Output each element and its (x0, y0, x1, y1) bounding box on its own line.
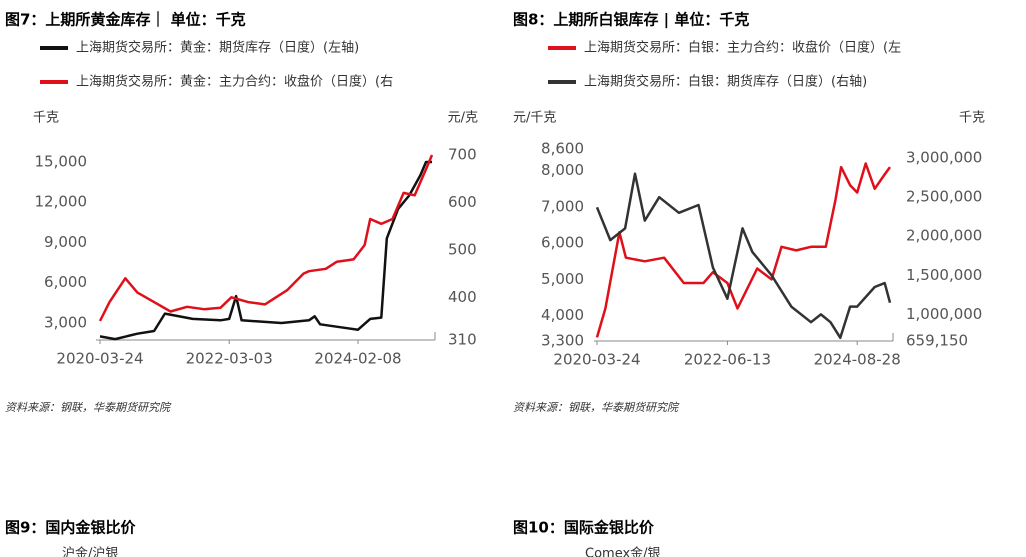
y-tick-label: 6,000 (44, 273, 87, 291)
series-line (98, 154, 434, 322)
y-tick-label: 8,600 (541, 140, 584, 158)
legend-label: 上海期货交易所：白银：期货库存（日度）(右轴) (584, 74, 867, 90)
legend-label: Comex金/银 (585, 546, 661, 557)
legend-label: 沪金/沪银 (62, 546, 118, 557)
series-line (99, 160, 432, 341)
y2-tick-label: 600 (448, 193, 477, 211)
axis-unit: 千克 (959, 111, 985, 126)
y2-tick-label: 310 (448, 331, 477, 349)
y2-tick-label: 700 (448, 146, 477, 164)
legend-label: 上海期货交易所：黄金：主力合约：收盘价（日度）(右 (76, 74, 393, 90)
x-tick-label: 2024-08-28 (814, 351, 901, 369)
y-tick-label: 3,000 (44, 313, 87, 331)
figure-title: 图9：国内金银比价 (5, 519, 136, 537)
figure-title: 图10：国际金银比价 (513, 519, 655, 537)
y-tick-label: 8,000 (541, 161, 584, 179)
y-tick-label: 15,000 (35, 152, 88, 170)
legend-label: 上海期货交易所：白银：主力合约：收盘价（日度）(左 (584, 40, 901, 56)
y-tick-label: 12,000 (35, 193, 88, 211)
axis-unit: 元/克 (448, 111, 478, 126)
x-tick-label: 2022-06-13 (684, 351, 771, 369)
y2-tick-label: 1,500,000 (906, 266, 982, 284)
x-tick-label: 2024-02-08 (314, 350, 401, 368)
y2-tick-label: 500 (448, 240, 477, 258)
source: 资料来源：钢联，华泰期货研究院 (513, 401, 680, 414)
y2-tick-label: 1,000,000 (906, 305, 982, 323)
y2-tick-label: 2,500,000 (906, 188, 982, 206)
y-tick-label: 3,300 (541, 332, 584, 350)
y-tick-label: 9,000 (44, 233, 87, 251)
series-line (595, 172, 892, 340)
legend-label: 上海期货交易所：黄金：期货库存（日度）(左轴) (76, 40, 359, 56)
chart-title: 图8：上期所白银库存 | 单位：千克 (513, 11, 749, 30)
y-tick-label: 5,000 (541, 270, 584, 288)
axis-unit: 千克 (33, 111, 59, 126)
x-tick-label: 2020-03-24 (553, 351, 640, 369)
x-tick-label: 2020-03-24 (56, 350, 143, 368)
x-tick-label: 2022-03-03 (186, 350, 273, 368)
source: 资料来源：钢联，华泰期货研究院 (5, 401, 172, 414)
axis-unit: 元/千克 (513, 111, 556, 126)
y2-tick-label: 659,150 (906, 332, 968, 350)
series-line (595, 162, 892, 338)
y-tick-label: 4,000 (541, 306, 584, 324)
y2-tick-label: 400 (448, 288, 477, 306)
y2-tick-label: 3,000,000 (906, 149, 982, 167)
y-tick-label: 6,000 (541, 234, 584, 252)
chart-title: 图7：上期所黄金库存｜ 单位：千克 (5, 11, 246, 29)
y2-tick-label: 2,000,000 (906, 227, 982, 245)
y-tick-label: 7,000 (541, 197, 584, 215)
